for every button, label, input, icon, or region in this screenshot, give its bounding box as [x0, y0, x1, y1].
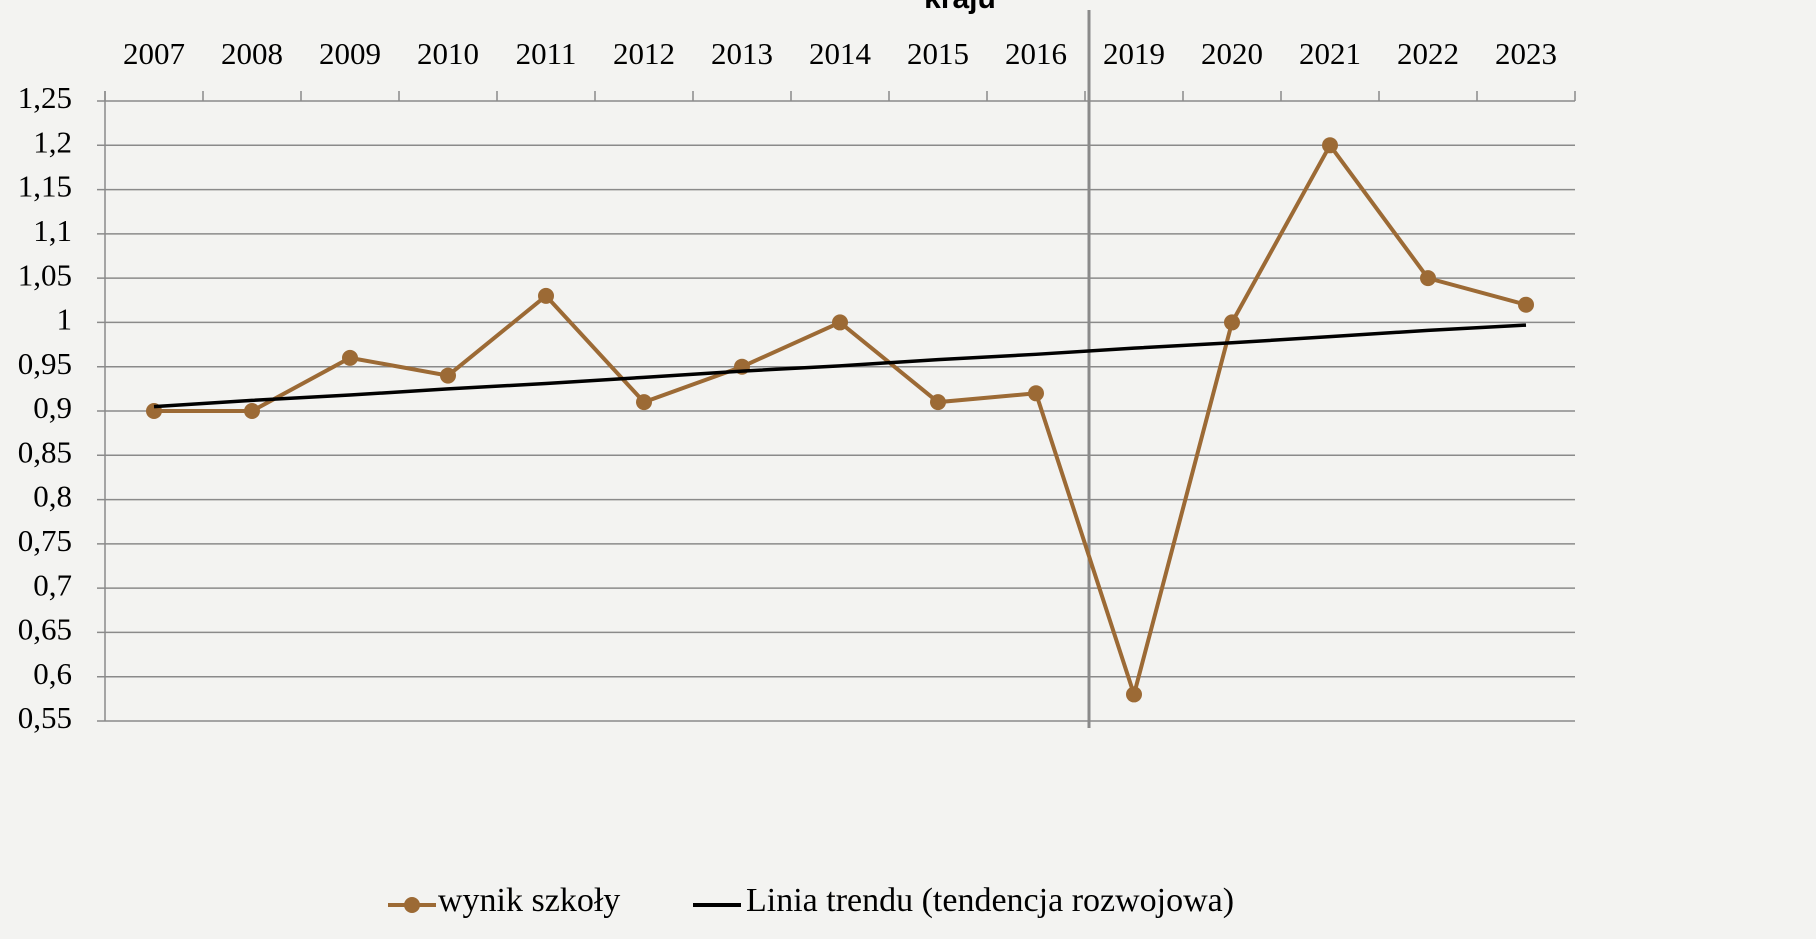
x-tick-label: 2012: [613, 36, 675, 71]
point: [1028, 385, 1044, 402]
y-tick-label: 0,85: [18, 434, 72, 469]
x-tick-label: 2008: [221, 36, 283, 71]
legend-marker: [404, 897, 420, 913]
point: [832, 314, 848, 331]
y-tick-label: 0,65: [18, 612, 72, 647]
point: [930, 394, 946, 411]
x-tick-label: 2015: [907, 36, 969, 71]
x-tick-label: 2014: [809, 36, 872, 71]
point: [636, 394, 652, 411]
point: [440, 367, 456, 384]
y-tick-label: 0,55: [18, 700, 72, 735]
y-tick-label: 1,25: [18, 80, 72, 115]
y-tick-label: 1,05: [18, 257, 72, 292]
y-tick-label: 0,9: [33, 390, 72, 425]
legend-label: Linia trendu (tendencja rozwojowa): [746, 882, 1234, 919]
y-tick-label: 1,15: [18, 169, 72, 204]
x-tick-label: 2021: [1299, 36, 1361, 71]
point: [538, 287, 554, 304]
y-tick-label: 0,8: [33, 479, 72, 514]
point: [244, 403, 260, 419]
y-tick-label: 0,75: [18, 523, 72, 558]
x-tick-label: 2013: [711, 36, 773, 71]
point: [1518, 296, 1534, 313]
x-tick-label: 2020: [1201, 36, 1263, 71]
x-tick-label: 2011: [516, 36, 577, 71]
y-tick-label: 0,95: [18, 346, 72, 381]
x-tick-label: 2019: [1103, 36, 1165, 71]
y-tick-label: 0,7: [33, 567, 72, 602]
y-tick-label: 1,2: [33, 124, 72, 159]
point: [1420, 270, 1436, 287]
chart-title: kraju: [924, 0, 996, 15]
point: [1322, 137, 1338, 154]
x-tick-label: 2007: [123, 36, 185, 71]
x-tick-label: 2010: [417, 36, 479, 71]
x-tick-label: 2009: [319, 36, 381, 71]
point: [342, 349, 358, 366]
series-line: [154, 141, 1527, 702]
point: [1126, 686, 1142, 703]
x-tick-label: 2023: [1495, 36, 1557, 71]
series-line: [153, 323, 1527, 409]
legend-label: wynik szkoły: [438, 882, 620, 919]
y-tick-label: 0,6: [33, 656, 72, 691]
point: [1224, 314, 1240, 331]
y-tick-label: 1,1: [33, 213, 72, 248]
x-tick-label: 2022: [1397, 36, 1459, 71]
y-tick-label: 1: [57, 302, 73, 337]
x-tick-label: 2016: [1005, 36, 1067, 71]
